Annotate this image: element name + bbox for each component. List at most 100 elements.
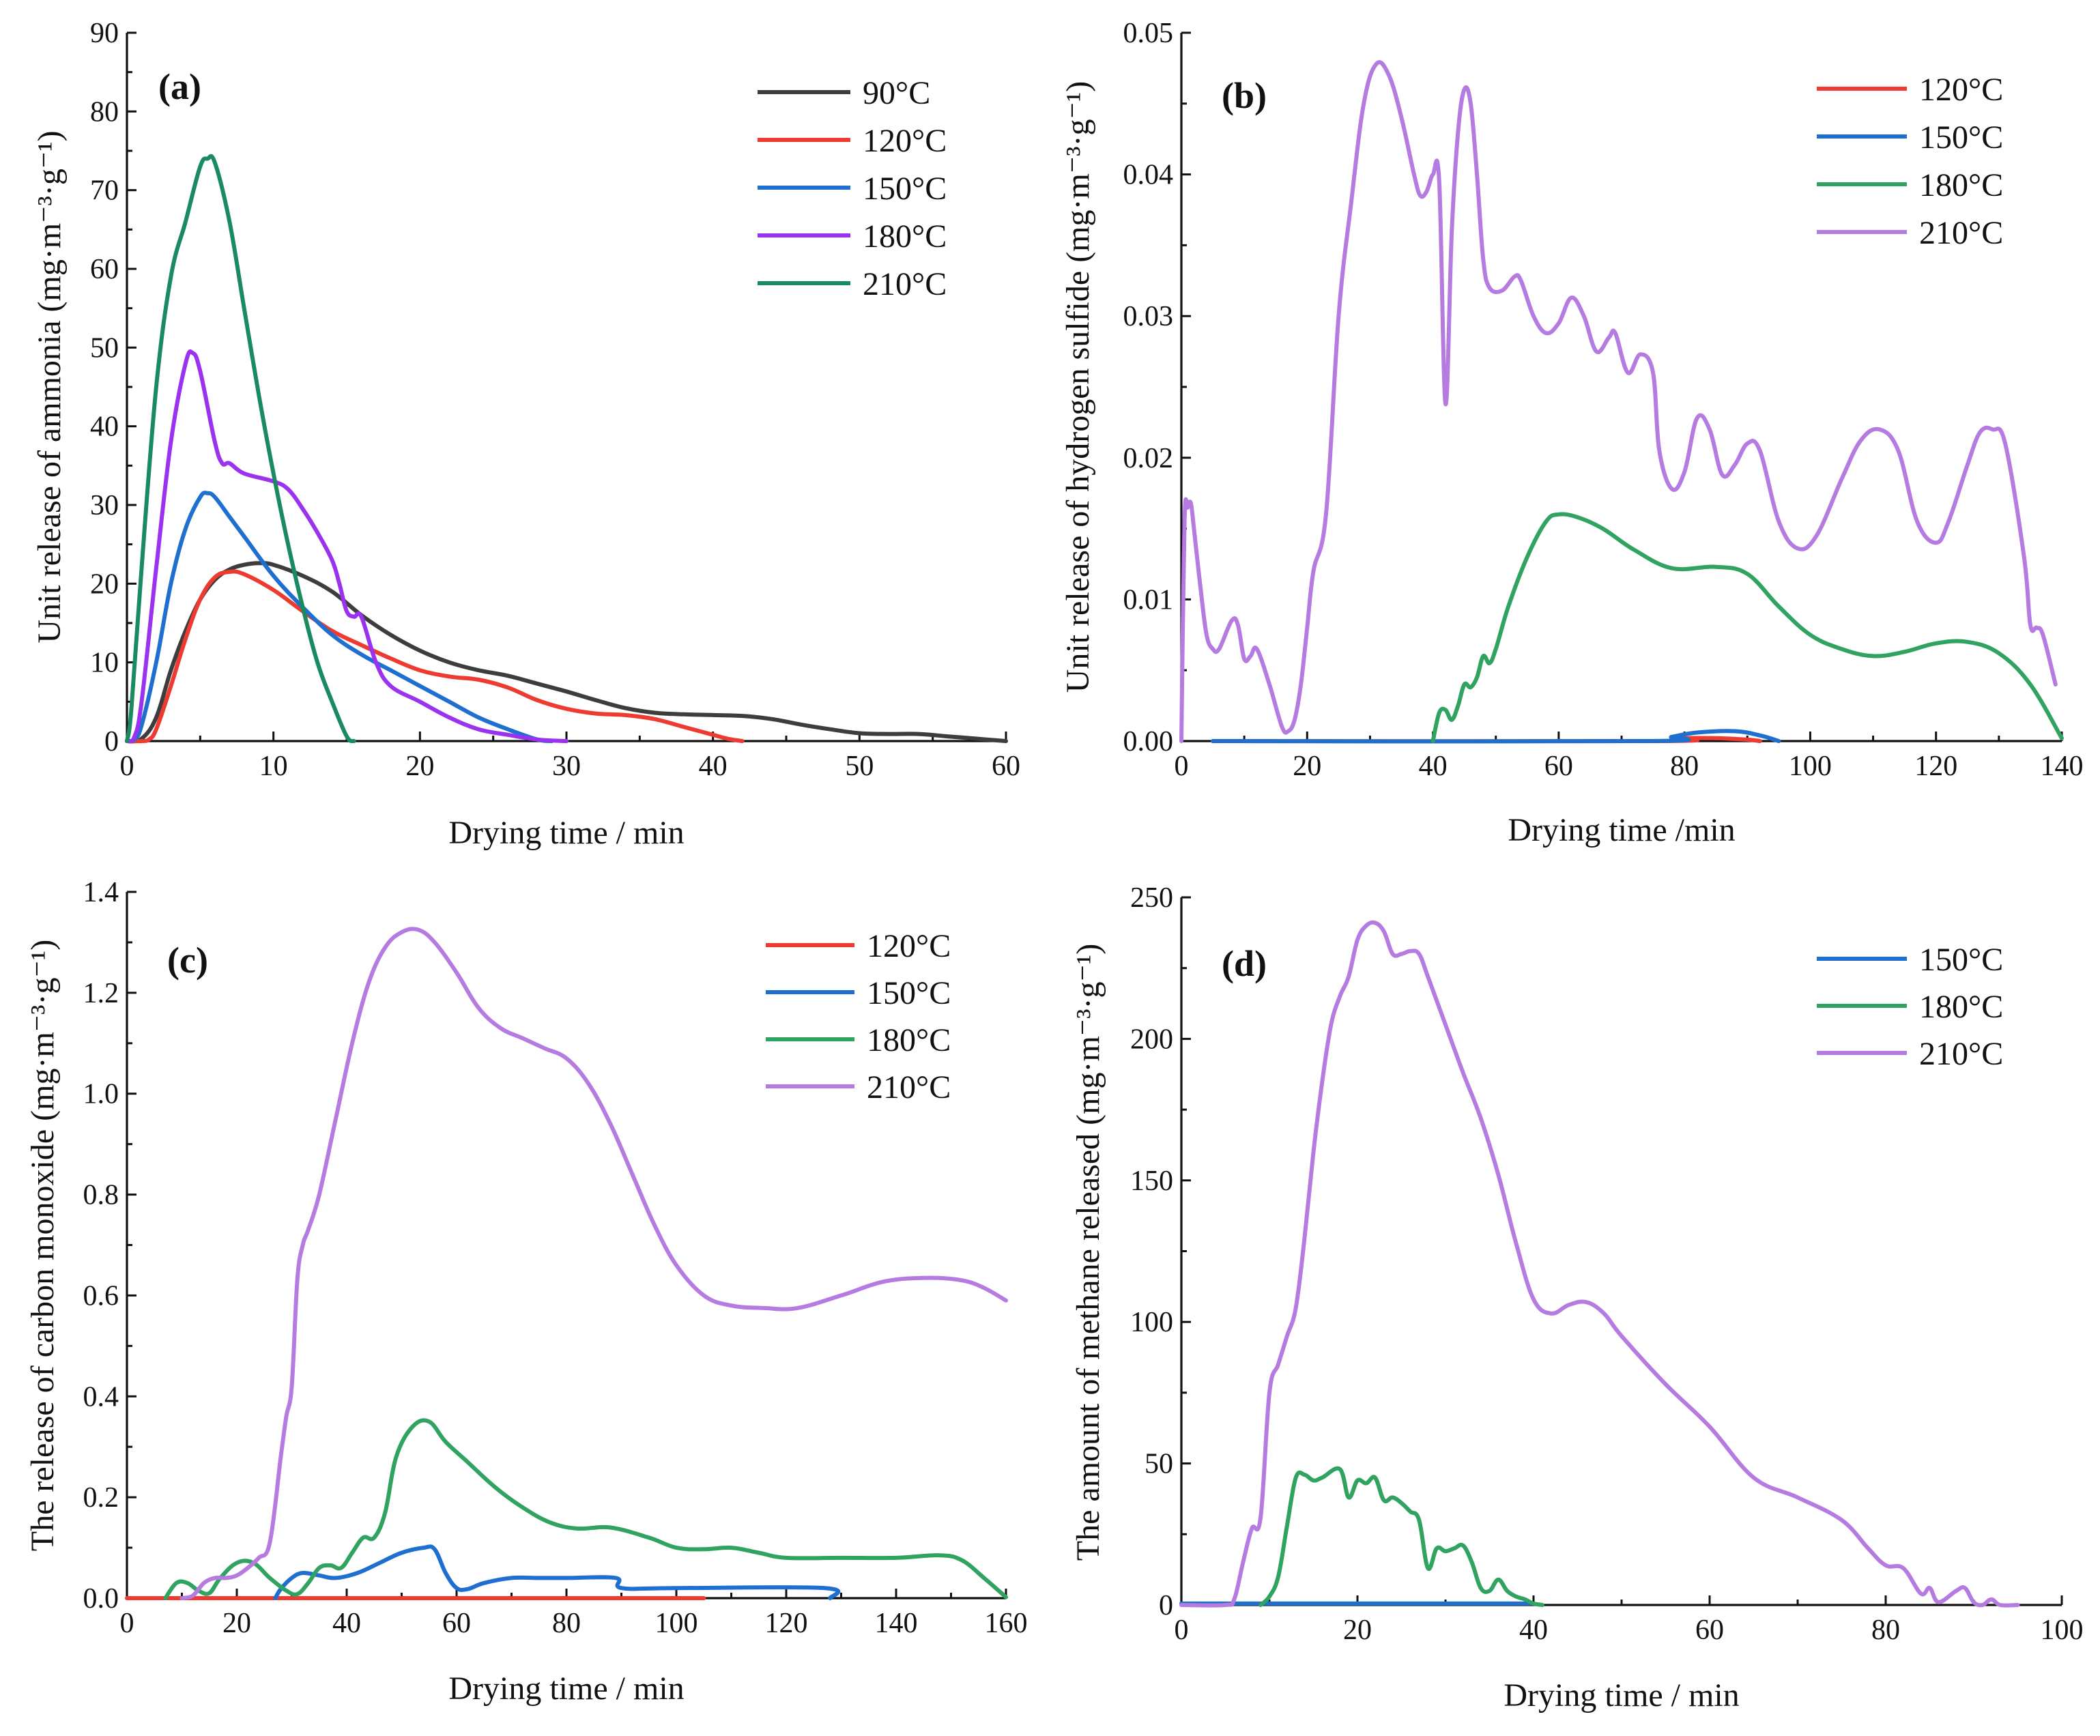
y-tick-label: 60: [90, 254, 119, 285]
series-line-210c: [179, 927, 1008, 1600]
x-tick-label: 60: [1544, 751, 1573, 782]
x-tick-label: 60: [1695, 1615, 1724, 1646]
legend: 120°C 150°C 180°C 210°C: [766, 928, 951, 1105]
x-tick-label: 0: [120, 1608, 134, 1639]
legend-label: 120°C: [863, 123, 947, 159]
x-tick-label: 140: [2041, 751, 2084, 782]
x-tick-label: 40: [1419, 751, 1448, 782]
legend-label: 180°C: [863, 218, 947, 255]
legend-label: 150°C: [867, 975, 951, 1011]
y-tick-label: 0.0: [83, 1583, 119, 1615]
legend-label: 150°C: [863, 171, 947, 207]
x-tick-label: 50: [845, 751, 874, 782]
panel-label: (d): [1222, 943, 1267, 984]
y-tick-label: 30: [90, 490, 119, 521]
y-axis-title: The amount of methane released (mg·m⁻³·g…: [1070, 944, 1106, 1561]
panel-b: 0 20 40 60 80 100 120 140 0.00 0.01 0.02 0.03 0.04 0.…: [1060, 18, 2084, 848]
y-tick-label: 50: [1145, 1449, 1173, 1480]
x-tick-label: 60: [442, 1608, 471, 1639]
y-tick-label: 150: [1130, 1166, 1173, 1197]
y-tick-label: 20: [90, 568, 119, 600]
y-axis-title: Unit release of hydrogen sulfide (mg·m⁻³…: [1060, 81, 1096, 693]
x-tick-label: 120: [765, 1608, 808, 1639]
y-tick-label: 0.03: [1123, 301, 1174, 332]
legend-label: 180°C: [1919, 167, 2003, 203]
y-tick-label: 0.6: [83, 1280, 119, 1312]
series-line-180c: [163, 1418, 1008, 1600]
x-tick-label: 60: [992, 751, 1020, 782]
y-tick-label: 250: [1130, 882, 1173, 914]
y-tick-label: 0: [1159, 1590, 1173, 1621]
legend-label: 90°C: [863, 75, 930, 111]
y-tick-label: 0.02: [1123, 443, 1174, 474]
y-tick-label: 80: [90, 96, 119, 128]
y-tick-label: 100: [1130, 1307, 1173, 1338]
x-axis-title: Drying time / min: [448, 815, 684, 851]
panel-label: (a): [158, 66, 201, 107]
y-tick-label: 0.05: [1123, 18, 1174, 49]
x-axis-title: Drying time / min: [1504, 1677, 1739, 1713]
series-line-150c: [273, 1544, 841, 1600]
y-tick-label: 0: [104, 726, 119, 757]
legend: 90°C 120°C 150°C 180°C 210°C: [758, 75, 947, 302]
y-tick-label: 0.2: [83, 1482, 119, 1514]
panel-label: (c): [167, 940, 208, 981]
legend-label: 210°C: [867, 1069, 951, 1105]
y-tick-label: 50: [90, 332, 119, 364]
x-tick-label: 20: [1343, 1615, 1372, 1646]
y-tick-label: 200: [1130, 1024, 1173, 1055]
x-tick-label: 40: [332, 1608, 361, 1639]
x-tick-label: 140: [875, 1608, 918, 1639]
y-tick-label: 1.2: [83, 978, 119, 1009]
y-tick-label: 1.0: [83, 1079, 119, 1110]
x-tick-label: 100: [1789, 751, 1832, 782]
legend: 150°C 180°C 210°C: [1817, 942, 2003, 1072]
y-tick-label: 1.4: [83, 877, 119, 908]
legend-label: 120°C: [1919, 72, 2003, 108]
x-axis-title: Drying time / min: [448, 1670, 684, 1707]
legend-label: 180°C: [1919, 989, 2003, 1025]
plot-area-a: 0 10 20 30 40 50 60 0 10 20 30 40 50 60 70 80 90 90°C 120°…: [90, 18, 1020, 782]
x-tick-label: 20: [222, 1608, 251, 1639]
y-tick-label: 0.00: [1123, 726, 1174, 757]
x-tick-label: 160: [985, 1608, 1028, 1639]
x-tick-label: 40: [1519, 1615, 1548, 1646]
panel-c: 0 20 40 60 80 100 120 140 160 0.0 0.2 0.4 0.6 0.8 1.0 1…: [25, 877, 1028, 1707]
series-line-150c: [125, 491, 554, 744]
legend-label: 210°C: [863, 266, 947, 302]
x-tick-label: 120: [1914, 751, 1957, 782]
panel-label: (b): [1222, 75, 1267, 116]
x-tick-label: 20: [405, 751, 434, 782]
y-tick-label: 0.01: [1123, 584, 1174, 616]
x-tick-label: 80: [552, 1608, 581, 1639]
y-tick-label: 0.4: [83, 1381, 119, 1413]
y-tick-label: 10: [90, 648, 119, 679]
legend-label: 180°C: [867, 1022, 951, 1058]
legend-label: 210°C: [1919, 1036, 2003, 1072]
series-line-180c: [1430, 512, 2064, 743]
plot-area-b: 0 20 40 60 80 100 120 140 0.00 0.01 0.02 0.03 0.04 0.…: [1123, 18, 2084, 782]
panel-a: 0 10 20 30 40 50 60 0 10 20 30 40 50 60 70 80 90 90°C 120°…: [31, 18, 1020, 851]
x-tick-label: 100: [2041, 1615, 2084, 1646]
x-tick-label: 20: [1293, 751, 1321, 782]
series-line-210c: [125, 154, 356, 744]
y-tick-label: 90: [90, 18, 119, 49]
legend-label: 150°C: [1919, 119, 2003, 156]
x-tick-label: 40: [699, 751, 728, 782]
x-tick-label: 10: [259, 751, 288, 782]
series-line-180c: [125, 349, 569, 744]
legend: 120°C 150°C 180°C 210°C: [1817, 72, 2003, 251]
x-tick-label: 0: [120, 751, 134, 782]
y-axis-title: Unit release of ammonia (mg·m⁻³·g⁻¹): [31, 130, 68, 643]
plot-area-c: 0 20 40 60 80 100 120 140 160 0.0 0.2 0.4 0.6 0.8 1.0 1…: [83, 877, 1028, 1639]
legend-label: 150°C: [1919, 942, 2003, 978]
legend-label: 210°C: [1919, 215, 2003, 251]
panel-d: 0 20 40 60 80 100 0 50 100 150 200 250 150°C 180°C 210…: [1070, 882, 2084, 1713]
y-tick-label: 0.04: [1123, 160, 1174, 191]
series-line-210c: [1179, 60, 2058, 743]
y-axis-title: The release of carbon monoxide (mg·m⁻³·g…: [25, 940, 61, 1551]
plot-area-d: 0 20 40 60 80 100 0 50 100 150 200 250 150°C 180°C 210…: [1130, 882, 2084, 1646]
series-line-210c: [1179, 920, 2020, 1608]
